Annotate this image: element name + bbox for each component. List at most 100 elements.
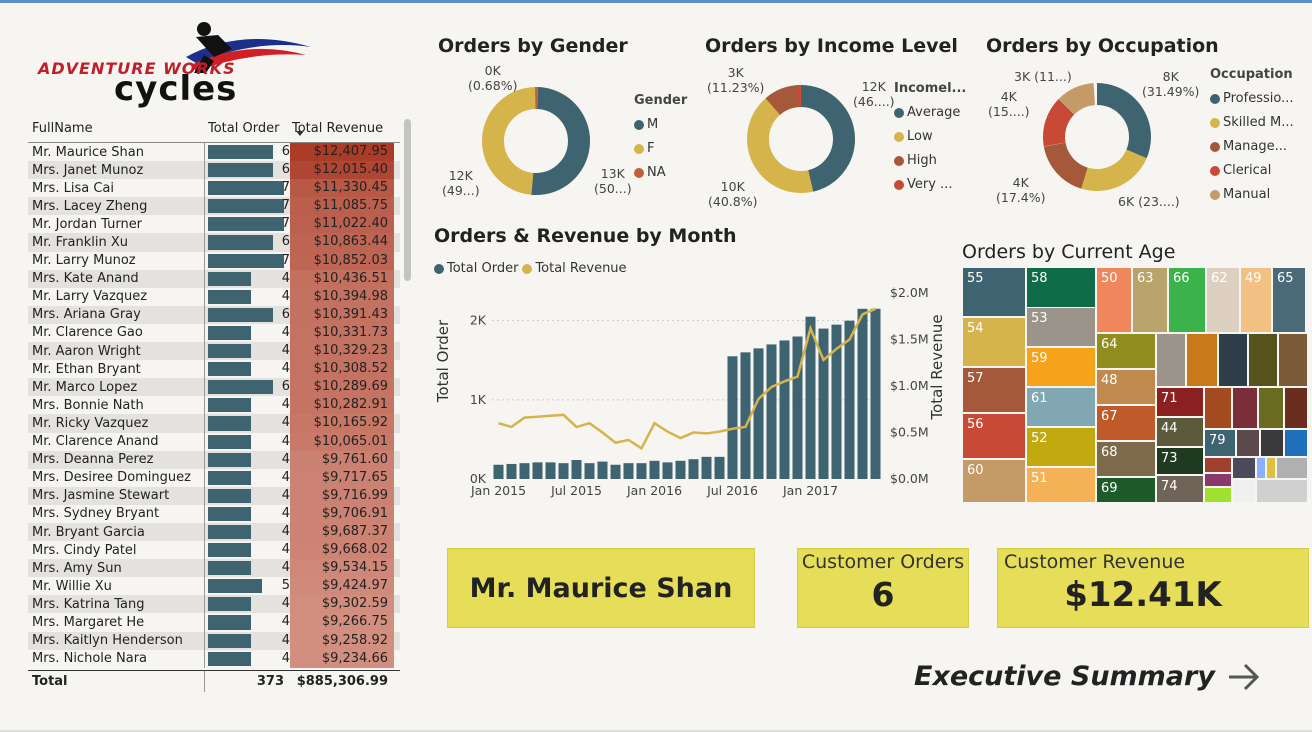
monthly-legend-item[interactable]: Total Order xyxy=(434,261,518,276)
age-tile-54[interactable]: 54 xyxy=(962,317,1026,367)
table-scrollbar[interactable] xyxy=(404,119,411,281)
table-row[interactable]: Mrs. Bonnie Nath 4 $10,282.91 xyxy=(28,396,400,415)
age-tile-48[interactable]: 48 xyxy=(1096,369,1156,405)
table-row[interactable]: Mrs. Deanna Perez 4 $9,761.60 xyxy=(28,450,400,469)
age-tile[interactable] xyxy=(1232,457,1256,479)
occupation-legend-item[interactable]: Skilled M... xyxy=(1210,115,1294,130)
table-row[interactable]: Mr. Bryant Garcia 4 $9,687.37 xyxy=(28,522,400,542)
header-fullname[interactable]: FullName xyxy=(32,121,93,136)
table-row[interactable]: Mrs. Kaitlyn Henderson 4 $9,258.92 xyxy=(28,631,400,650)
table-row[interactable]: Mr. Aaron Wright 4 $10,329.23 xyxy=(28,342,400,361)
header-total-revenue[interactable]: Total Revenue xyxy=(292,121,384,136)
age-tile[interactable] xyxy=(1276,457,1308,479)
age-tile[interactable] xyxy=(1284,429,1308,457)
table-row[interactable]: Mr. Jordan Turner 7 $11,022.40 xyxy=(28,215,400,234)
order-bar xyxy=(792,336,803,479)
age-tile-52[interactable]: 52 xyxy=(1026,427,1096,467)
age-tile[interactable] xyxy=(1186,333,1218,387)
table-row[interactable]: Mr. Larry Vazquez 4 $10,394.98 xyxy=(28,287,400,306)
table-row[interactable]: Mrs. Jasmine Stewart 4 $9,716.99 xyxy=(28,486,400,505)
age-tile[interactable] xyxy=(1156,333,1186,387)
age-tile[interactable] xyxy=(1266,457,1276,479)
table-row[interactable]: Mrs. Lisa Cai 7 $11,330.45 xyxy=(28,179,400,198)
age-tile-74[interactable]: 74 xyxy=(1156,475,1204,503)
table-row[interactable]: Mrs. Kate Anand 4 $10,436.51 xyxy=(28,269,400,288)
age-tile-61[interactable]: 61 xyxy=(1026,387,1096,427)
age-tile[interactable] xyxy=(1204,473,1232,487)
age-tile[interactable] xyxy=(1278,333,1308,387)
age-tile-60[interactable]: 60 xyxy=(962,459,1026,503)
table-row[interactable]: Mr. Ethan Bryant 4 $10,308.52 xyxy=(28,360,400,379)
age-tile[interactable] xyxy=(1284,387,1308,429)
gender-legend-item[interactable]: M xyxy=(634,117,687,132)
occupation-legend-item[interactable]: Clerical xyxy=(1210,163,1294,178)
age-tile-53[interactable]: 53 xyxy=(1026,307,1096,347)
age-tile-64[interactable]: 64 xyxy=(1096,333,1156,369)
age-tile-66[interactable]: 66 xyxy=(1168,267,1206,333)
order-databar xyxy=(208,307,274,322)
order-value: 7 xyxy=(281,198,290,214)
table-row[interactable]: Mrs. Ariana Gray 6 $10,391.43 xyxy=(28,305,400,324)
age-tile-49[interactable]: 49 xyxy=(1240,267,1272,333)
occupation-legend-item[interactable]: Manual xyxy=(1210,187,1294,202)
age-tile[interactable] xyxy=(1232,387,1258,429)
age-tile[interactable] xyxy=(1204,487,1232,503)
occupation-legend-item[interactable]: Manage... xyxy=(1210,139,1294,154)
age-tile-73[interactable]: 73 xyxy=(1156,447,1204,475)
executive-summary-nav[interactable]: Executive Summary xyxy=(914,661,1261,692)
table-row[interactable]: Mrs. Lacey Zheng 7 $11,085.75 xyxy=(28,197,400,216)
age-tile[interactable] xyxy=(1258,387,1284,429)
age-tile-44[interactable]: 44 xyxy=(1156,417,1204,447)
table-row[interactable]: Mr. Ricky Vazquez 4 $10,165.92 xyxy=(28,414,400,433)
age-tile[interactable] xyxy=(1204,387,1232,429)
age-tile-71[interactable]: 71 xyxy=(1156,387,1204,417)
age-tile-63[interactable]: 63 xyxy=(1132,267,1168,333)
age-tile[interactable] xyxy=(1248,333,1278,387)
age-tile-68[interactable]: 68 xyxy=(1096,441,1156,477)
age-tile-62[interactable]: 62 xyxy=(1206,267,1240,333)
age-tile[interactable] xyxy=(1204,457,1232,473)
gender-legend-item[interactable]: NA xyxy=(634,165,687,180)
age-tile-51[interactable]: 51 xyxy=(1026,467,1096,503)
age-tile[interactable] xyxy=(1218,333,1248,387)
table-row[interactable]: Mrs. Cindy Patel 4 $9,668.02 xyxy=(28,541,400,560)
age-tile-57[interactable]: 57 xyxy=(962,367,1026,413)
table-row[interactable]: Mr. Larry Munoz 7 $10,852.03 xyxy=(28,251,400,270)
occupation-donut-chart xyxy=(1043,83,1151,191)
income-legend-item[interactable]: Average xyxy=(894,105,966,120)
table-row[interactable]: Mrs. Margaret He 4 $9,266.75 xyxy=(28,613,400,632)
header-total-order[interactable]: Total Order xyxy=(208,121,280,136)
age-tile[interactable] xyxy=(1260,429,1284,457)
age-tile[interactable] xyxy=(1256,457,1266,479)
table-row[interactable]: Mrs. Katrina Tang 4 $9,302.59 xyxy=(28,595,400,614)
age-tile-50[interactable]: 50 xyxy=(1096,267,1132,333)
age-tile-69[interactable]: 69 xyxy=(1096,477,1156,503)
income-legend-item[interactable]: High xyxy=(894,153,966,168)
table-row[interactable]: Mrs. Janet Munoz 6 $12,015.40 xyxy=(28,161,400,180)
age-tile-55[interactable]: 55 xyxy=(962,267,1026,317)
age-tile-65[interactable]: 65 xyxy=(1272,267,1306,333)
age-tile-59[interactable]: 59 xyxy=(1026,347,1096,387)
monthly-legend-item[interactable]: Total Revenue xyxy=(522,261,627,276)
table-row[interactable]: Mr. Willie Xu 5 $9,424.97 xyxy=(28,577,400,596)
table-row[interactable]: Mrs. Sydney Bryant 4 $9,706.91 xyxy=(28,504,400,523)
income-legend-item[interactable]: Very ... xyxy=(894,177,966,192)
age-tile[interactable] xyxy=(1232,479,1256,503)
table-row[interactable]: Mrs. Desiree Dominguez 4 $9,717.65 xyxy=(28,468,400,487)
table-row[interactable]: Mrs. Nichole Nara 4 $9,234.66 xyxy=(28,649,400,668)
age-tile[interactable] xyxy=(1256,479,1308,503)
occupation-legend-item[interactable]: Professio... xyxy=(1210,91,1294,106)
age-tile[interactable] xyxy=(1236,429,1260,457)
table-row[interactable]: Mrs. Amy Sun 4 $9,534.15 xyxy=(28,559,400,578)
age-tile-56[interactable]: 56 xyxy=(962,413,1026,459)
income-legend-item[interactable]: Low xyxy=(894,129,966,144)
table-row[interactable]: Mr. Franklin Xu 6 $10,863.44 xyxy=(28,233,400,252)
age-tile-67[interactable]: 67 xyxy=(1096,405,1156,441)
order-value: 4 xyxy=(281,523,290,539)
age-tile-79[interactable]: 79 xyxy=(1204,429,1236,457)
gender-legend-item[interactable]: F xyxy=(634,141,687,156)
table-row[interactable]: Mr. Marco Lopez 6 $10,289.69 xyxy=(28,378,400,397)
table-row[interactable]: Mr. Maurice Shan 6 $12,407.95 xyxy=(28,143,400,162)
table-row[interactable]: Mr. Clarence Anand 4 $10,065.01 xyxy=(28,432,400,451)
table-row[interactable]: Mr. Clarence Gao 4 $10,331.73 xyxy=(28,323,400,343)
